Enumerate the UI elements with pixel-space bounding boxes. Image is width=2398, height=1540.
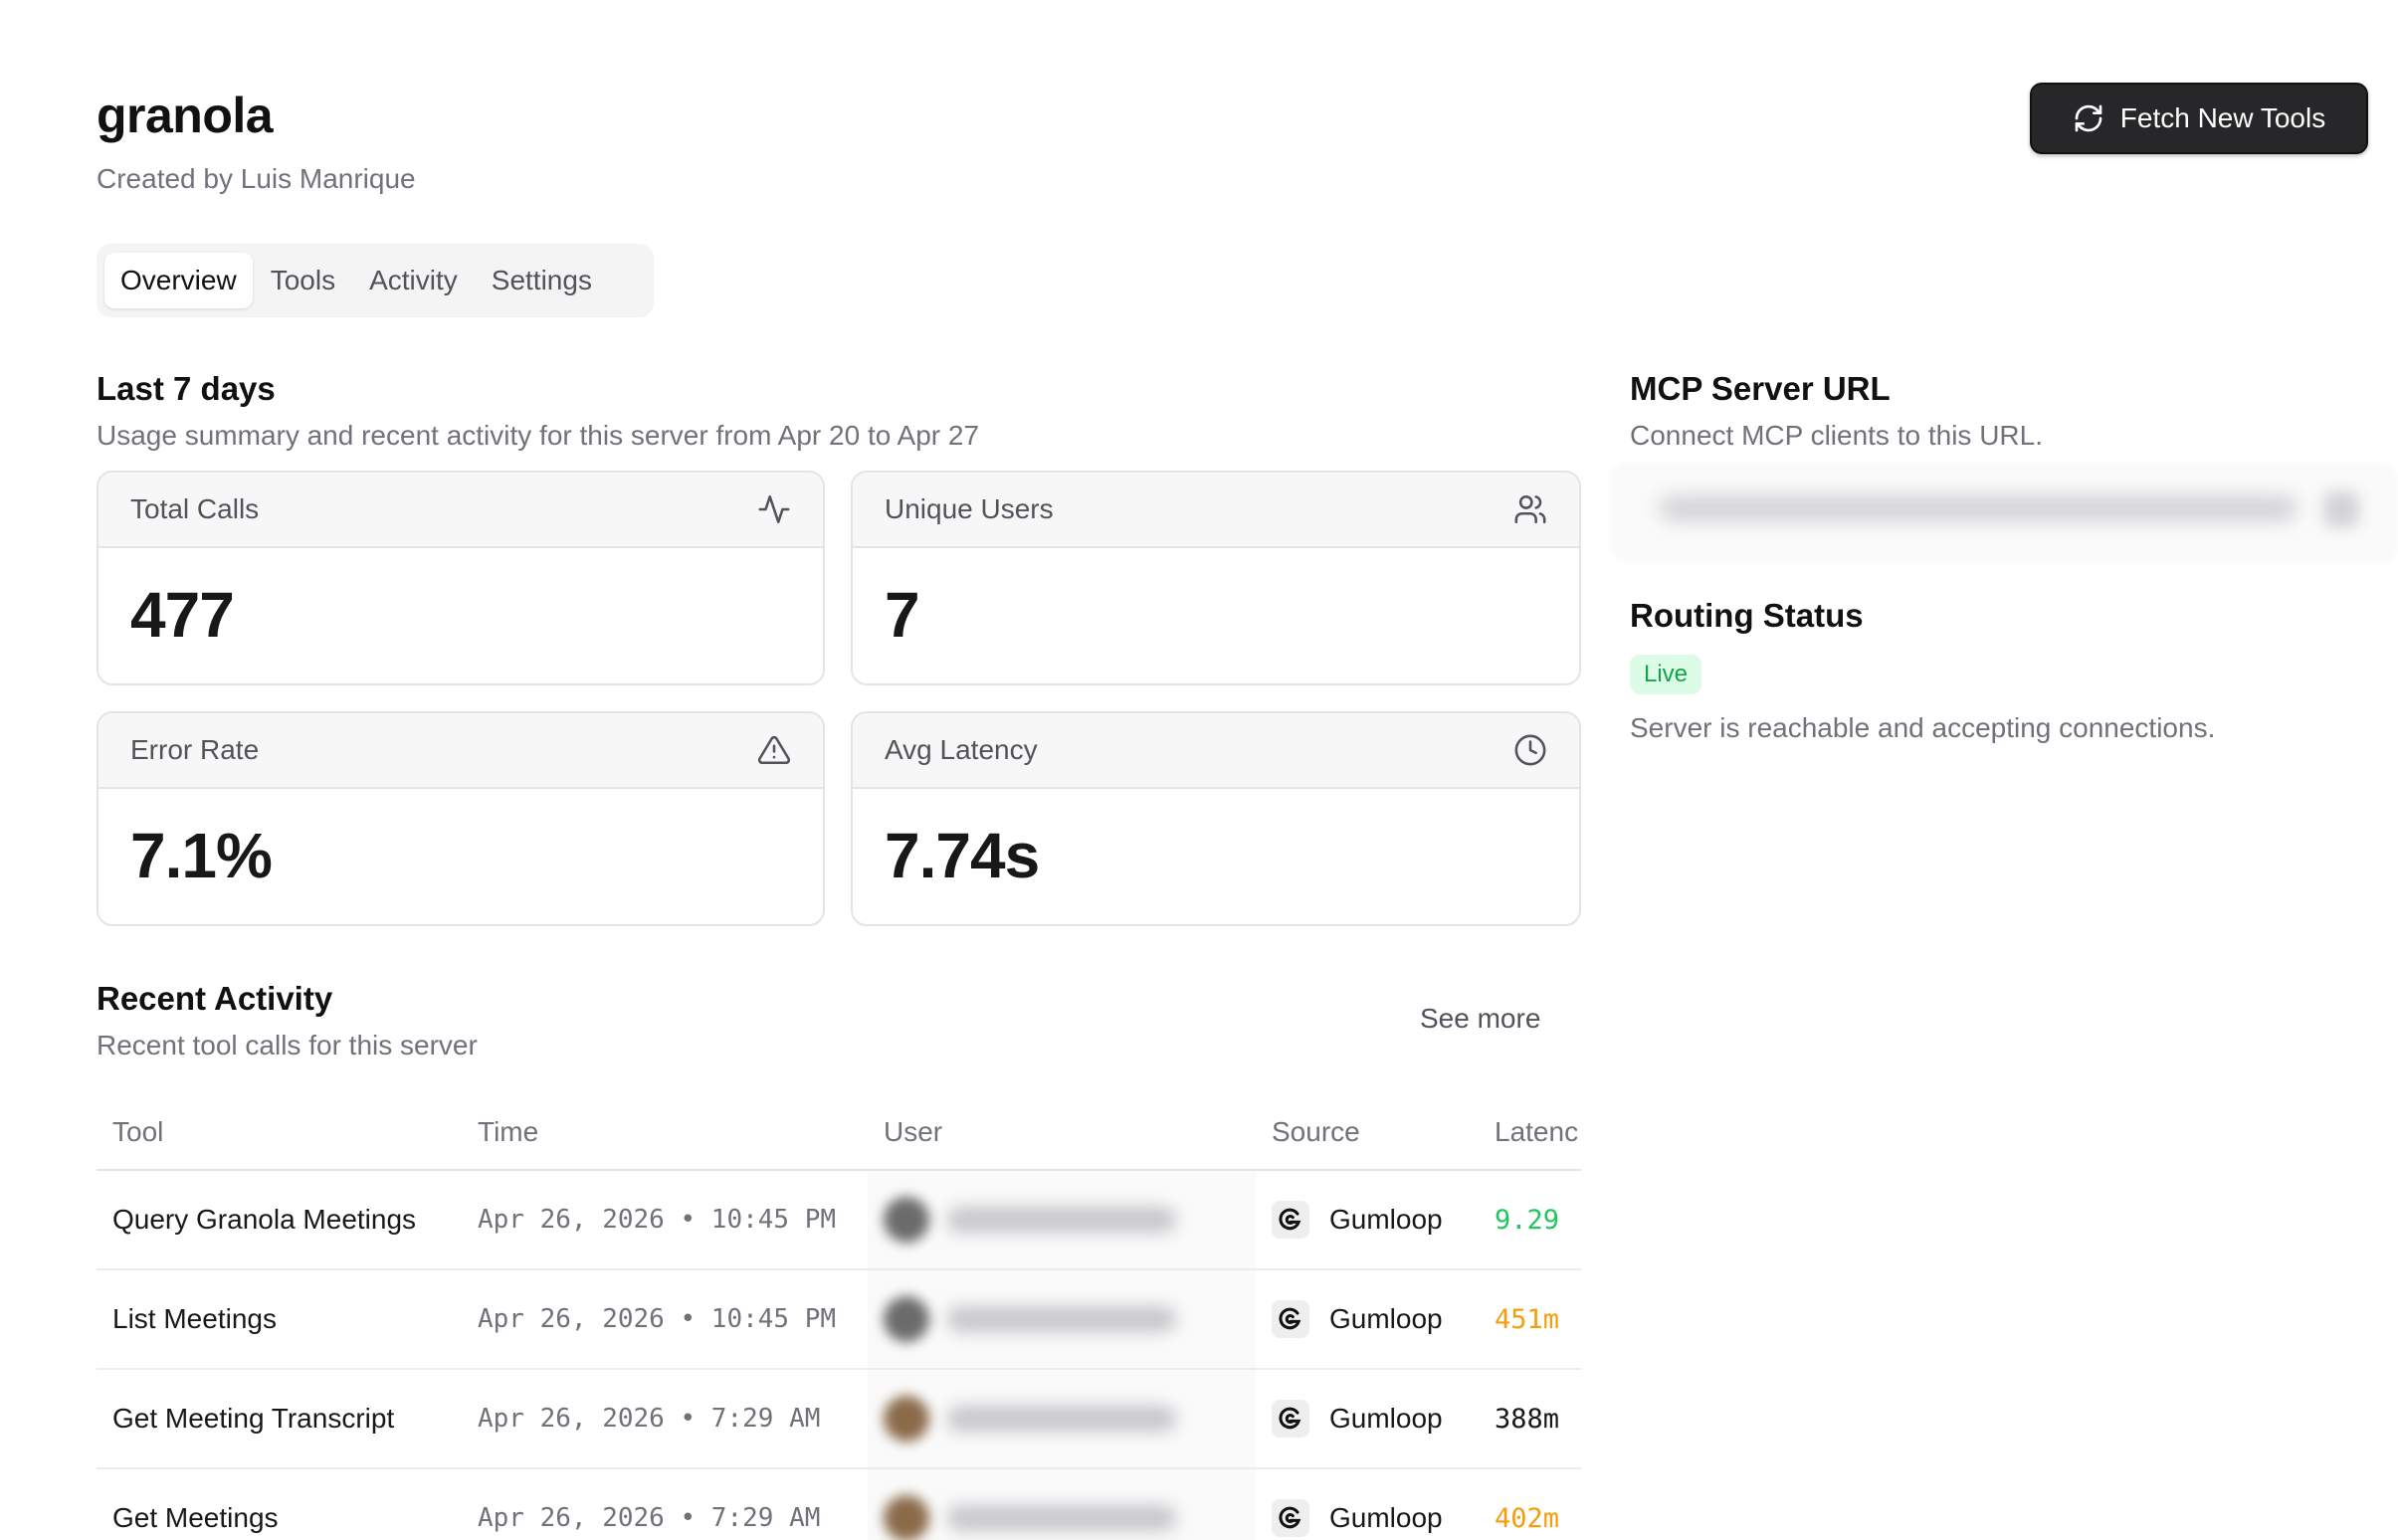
card-label: Unique Users [885,493,1054,524]
fetch-new-tools-button[interactable]: Fetch New Tools [2030,83,2368,154]
card-value: 477 [130,579,235,651]
card-value: 7.74s [885,820,1040,891]
card-label: Avg Latency [885,734,1038,765]
avatar [884,1296,929,1342]
source-name: Gumloop [1329,1502,1443,1533]
recent-activity-title: Recent Activity [97,980,333,1017]
recent-activity-table: Tool Time User Source Latenc Query Grano… [97,1094,1581,1540]
tab-activity[interactable]: Activity [369,265,458,295]
routing-description: Server is reachable and accepting connec… [1630,712,2216,743]
mcp-title: MCP Server URL [1630,370,1891,407]
mcp-subtitle: Connect MCP clients to this URL. [1630,420,2043,451]
page-subtitle: Created by Luis Manrique [97,163,416,194]
warning-icon [757,735,791,765]
copy-icon[interactable] [2323,491,2359,527]
avatar [884,1197,929,1243]
tab-tools[interactable]: Tools [270,265,336,295]
gumloop-icon [1272,1499,1309,1537]
column-header-latency[interactable]: Latenc [1479,1094,1581,1171]
page-title: granola [97,88,274,143]
clock-icon [1514,734,1546,766]
tool-name: Get Meetings [97,1468,462,1540]
refresh-icon [2075,104,2102,132]
table-row[interactable]: Query Granola Meetings Apr 26, 2026 • 10:… [97,1170,1581,1270]
gumloop-icon [1272,1201,1309,1239]
call-time: Apr 26, 2026 • 7:29 AM [462,1468,868,1540]
fetch-new-tools-label: Fetch New Tools [2119,102,2326,133]
source-cell: Gumloop [1256,1269,1479,1370]
total-calls-card: Total Calls 477 [97,471,825,685]
recent-activity-subtitle: Recent tool calls for this server [97,1030,478,1060]
call-time: Apr 26, 2026 • 7:29 AM [462,1369,868,1469]
summary-section: Last 7 days Usage summary and recent act… [97,370,979,452]
gumloop-icon [1272,1300,1309,1338]
avg-latency-card: Avg Latency 7.74s [851,711,1581,926]
latency-value: 402m [1479,1468,1581,1540]
card-value: 7 [885,579,920,651]
error-rate-card: Error Rate 7.1% [97,711,825,926]
gumloop-icon [1272,1400,1309,1438]
source-name: Gumloop [1329,1403,1443,1434]
routing-title: Routing Status [1630,597,1864,634]
column-header-source[interactable]: Source [1256,1094,1479,1171]
tab-bar: Overview Tools Activity Settings [97,244,654,317]
user-name-redacted [947,1406,1176,1432]
column-header-tool[interactable]: Tool [97,1094,462,1171]
card-value: 7.1% [130,820,273,891]
source-name: Gumloop [1329,1303,1443,1334]
server-url-redacted [1660,495,2297,521]
card-label: Total Calls [130,493,260,524]
activity-icon [758,494,790,524]
source-cell: Gumloop [1256,1468,1479,1540]
source-cell: Gumloop [1256,1170,1479,1270]
table-row[interactable]: Get Meeting Transcript Apr 26, 2026 • 7:2… [97,1369,1581,1469]
tab-overview[interactable]: Overview [104,253,253,308]
table-header-row: Tool Time User Source Latenc [97,1094,1581,1171]
column-header-user[interactable]: User [868,1094,1256,1171]
latency-value: 9.29 [1479,1170,1581,1270]
avatar [884,1396,929,1442]
column-header-time[interactable]: Time [462,1094,868,1171]
latency-value: 388m [1479,1369,1581,1469]
summary-title: Last 7 days [97,370,276,407]
tab-settings[interactable]: Settings [491,265,592,295]
card-label: Error Rate [130,734,260,765]
user-name-redacted [947,1505,1176,1531]
unique-users-card: Unique Users 7 [851,471,1581,685]
user-cell-redacted [868,1468,1256,1540]
tool-name: List Meetings [97,1269,462,1370]
source-cell: Gumloop [1256,1369,1479,1469]
avatar [884,1495,929,1540]
see-more-link[interactable]: See more [1420,1003,1541,1034]
tool-name: Query Granola Meetings [97,1170,462,1270]
users-icon [1514,494,1546,524]
call-time: Apr 26, 2026 • 10:45 PM [462,1269,868,1370]
latency-value: 451m [1479,1269,1581,1370]
user-name-redacted [947,1207,1176,1233]
routing-status-section: Routing Status Live Server is reachable … [1630,597,2215,744]
call-time: Apr 26, 2026 • 10:45 PM [462,1170,868,1270]
table-row[interactable]: List Meetings Apr 26, 2026 • 10:45 PM Guml… [97,1269,1581,1370]
mcp-server-url-section: MCP Server URL Connect MCP clients to th… [1630,370,2043,452]
tool-name: Get Meeting Transcript [97,1369,462,1469]
user-name-redacted [947,1306,1176,1332]
status-badge: Live [1630,655,1702,694]
table-row[interactable]: Get Meetings Apr 26, 2026 • 7:29 AM Gumloo… [97,1468,1581,1540]
user-cell-redacted [868,1269,1256,1370]
source-name: Gumloop [1329,1204,1443,1235]
recent-activity-section: Recent Activity Recent tool calls for th… [97,980,478,1061]
user-cell-redacted [868,1369,1256,1469]
page-header: granola Created by Luis Manrique [97,84,416,195]
summary-subtitle: Usage summary and recent activity for th… [97,420,980,451]
user-cell-redacted [868,1170,1256,1270]
